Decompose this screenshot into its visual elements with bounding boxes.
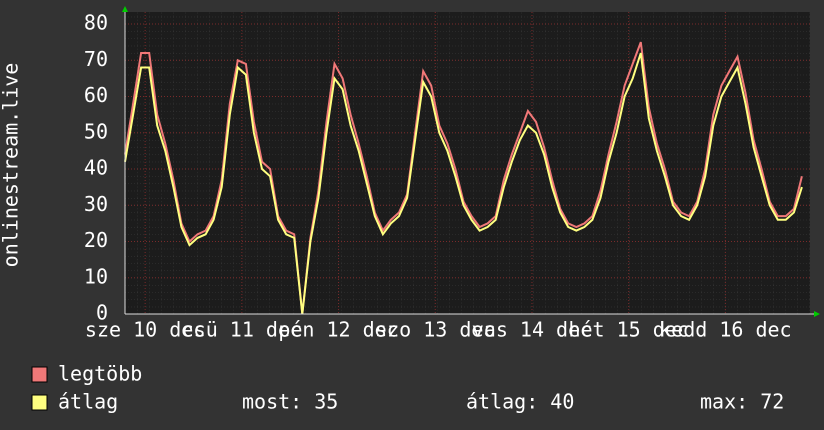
y-tick-label: 10 [84,264,108,288]
y-tick-label: 60 [84,83,108,107]
axis-arrow [814,311,820,317]
y-axis-label: onlinestream.live [0,63,23,268]
y-tick-label: 0 [96,301,108,325]
legend: legtöbb átlag most: 35 átlag: 40 max: 72 [31,362,784,414]
x-tick-label: szo 13 dec [375,318,495,342]
x-tick-label: csü 11 dec [182,318,302,342]
x-tick-label: pén 12 dec [278,318,398,342]
legend-label: legtöbb [58,362,142,386]
y-tick-label: 80 [84,11,108,35]
y-tick-label: 40 [84,156,108,180]
y-tick-label: 50 [84,119,108,143]
legend-label: átlag [58,390,118,414]
legend-swatch [31,394,48,411]
minor-grid [125,12,810,314]
stat: átlag: 40 [466,390,574,414]
x-tick-label: vas 14 dec [472,318,592,342]
series-line [124,52,803,315]
axis-arrow [122,6,128,12]
lines [124,41,803,315]
stat: max: 72 [700,390,784,414]
y-tick-label: 20 [84,228,108,252]
x-tick-label: sze 10 dec [85,318,205,342]
y-tick-label: 30 [84,192,108,216]
x-tick-label: hét 15 dec [568,318,688,342]
x-tick-label: kedd 16 dec [659,318,791,342]
y-tick-label: 70 [84,47,108,71]
legend-swatch [31,366,48,383]
stat: most: 35 [242,390,338,414]
